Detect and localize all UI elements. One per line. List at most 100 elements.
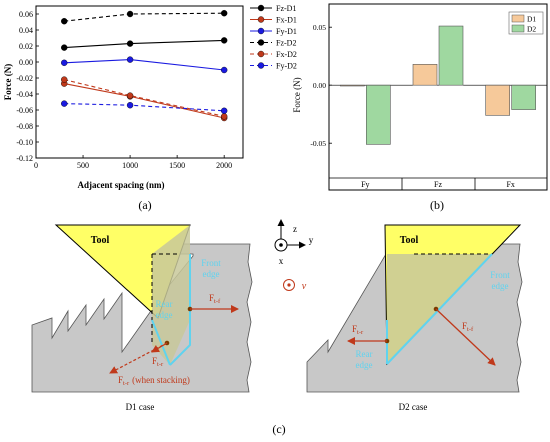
x-tick-label-a: 1000: [122, 161, 138, 170]
velocity-label: v: [302, 281, 307, 292]
panel-label-b: (b): [430, 198, 444, 212]
series-line-fx-d1: [64, 83, 225, 119]
y-tick-label-a: -0.04: [16, 90, 33, 99]
panel-label-a: (a): [138, 198, 151, 212]
series-line-fz-d1: [64, 39, 225, 49]
data-point-fz-d1: [126, 40, 134, 47]
data-point-fy-d1: [220, 66, 228, 74]
y-tick-label-b: 0.00: [313, 81, 326, 90]
coordinate-axes: z y x v: [274, 219, 314, 292]
data-point-fz-d1: [61, 44, 68, 51]
d2-force-arrow-tf: [435, 308, 496, 366]
d1-front-edge-label-1: Front: [201, 258, 221, 268]
axis-z-label: z: [293, 224, 297, 234]
series-line-fy-d2: [64, 103, 225, 112]
y-tick-label-a: -0.12: [16, 154, 33, 163]
legend-marker: [257, 39, 265, 46]
panel-label-c: (c): [272, 422, 285, 436]
legend-marker: [257, 62, 265, 69]
legend-label: Fx-D2: [276, 50, 297, 59]
d1-front-edge-label-2: edge: [203, 269, 220, 279]
d2-tool-label: Tool: [400, 235, 419, 246]
legend-marker: [257, 16, 265, 23]
data-point-fz-d2: [61, 18, 68, 25]
data-point-fy-d1: [126, 56, 134, 63]
data-point-fx-d2: [61, 76, 68, 83]
legend-label: Fy-D1: [276, 27, 297, 36]
velocity-dot: [287, 283, 291, 287]
velocity-icon: [283, 279, 295, 291]
y-tick-label-a: -0.10: [16, 138, 33, 147]
x-tick-label-a: 1500: [169, 161, 185, 170]
y-tick-label-b: -0.05: [310, 139, 326, 148]
y-tick-label-a: -0.02: [16, 74, 33, 83]
category-label: Fz: [434, 180, 442, 189]
data-point-fx-d2: [126, 92, 134, 99]
d2-rear-edge-label-1: Rear: [356, 349, 373, 359]
d1-rear-edge-label-1: Rear: [156, 299, 173, 309]
y-tick-label-b: 0.05: [313, 23, 326, 32]
d1-force-label-stacking: Ft-r (when stacking): [118, 375, 190, 387]
x-tick-label-a: 0: [34, 161, 38, 170]
d1-front-edge-line: [169, 254, 191, 366]
d1-caption: D1 case: [126, 402, 155, 412]
legend-swatch: [511, 14, 525, 23]
plot-frame-a: [35, 5, 244, 159]
d1-rear-edge-line: [151, 319, 171, 366]
line-chart-a: -0.12 -0.10 -0.08 -0.06 -0.04 -0.02 0.00 0.02 0.…: [3, 4, 297, 212]
bar-d1-fx: [485, 84, 510, 116]
x-tick-label-a: 500: [77, 161, 89, 170]
d2-front-edge-line: [386, 253, 493, 365]
bar-d1-fy: [340, 84, 365, 87]
series-line-fz-d2: [64, 12, 225, 22]
d1-case-diagram: Tool Front edge Rear edge Ft-f Ft-r Ft-r…: [31, 224, 253, 412]
d2-force-label-tr: Ft-r: [352, 324, 364, 336]
series-line-fx-d2: [64, 79, 225, 117]
bar-d2-fz: [438, 25, 464, 86]
data-point-fz-d2: [126, 10, 134, 18]
axis-x-label: x: [279, 256, 284, 266]
legend-label: Fx-D1: [276, 16, 297, 25]
d1-force-label-tr: Ft-r: [152, 356, 164, 368]
category-label: Fx: [506, 180, 514, 189]
axis-x-dot: [279, 243, 283, 247]
legend-swatch: [511, 24, 525, 33]
x-tick-label-a: 2000: [216, 161, 232, 170]
x-axis-label-a: Adjacent spacing (nm): [78, 180, 165, 190]
legend-label: D2: [527, 25, 536, 34]
y-tick-label-a: 0.02: [19, 42, 33, 51]
d1-overlap-region: [152, 225, 190, 365]
legend-label: Fz-D1: [276, 4, 296, 13]
bar-d1-fz: [412, 64, 438, 86]
d1-workpiece: [31, 243, 253, 393]
axis-y-label: y: [309, 235, 314, 245]
d1-tool-label: Tool: [91, 235, 110, 246]
series-line-fy-d1: [64, 59, 225, 71]
d2-front-edge-label-2: edge: [492, 281, 509, 291]
y-axis-label-a: Force (N): [3, 64, 13, 101]
data-point-fy-d2: [220, 107, 228, 115]
data-point-fx-d2: [220, 113, 228, 120]
data-point-fy-d1: [61, 59, 68, 66]
y-tick-label-a: 0.04: [19, 26, 33, 35]
d2-force-label-tf: Ft-f: [462, 321, 474, 333]
d1-rear-edge-label-2: edge: [156, 310, 173, 320]
legend-label: Fy-D2: [276, 62, 297, 71]
d1-force-arrow-stacking: [109, 342, 168, 374]
plot-frame-b: [328, 3, 548, 191]
bar-d2-fx: [511, 84, 536, 110]
category-label: Fy: [361, 180, 369, 189]
data-point-fy-d2: [61, 100, 68, 107]
d2-front-edge-label-1: Front: [490, 270, 510, 280]
y-axis-label-b: Force (N): [292, 77, 302, 112]
legend-marker: [257, 4, 265, 12]
d2-rear-edge-label-2: edge: [356, 360, 373, 370]
legend-label: Fz-D2: [276, 39, 296, 48]
legend-marker: [257, 27, 265, 35]
legend-a: Fz-D1 Fx-D1 Fy-D1 Fz-D2 Fx-D2 Fy-D2: [250, 4, 297, 71]
y-tick-label-a: -0.08: [16, 122, 33, 131]
legend-marker: [257, 50, 265, 58]
bar-d2-fy: [366, 84, 391, 145]
data-point-fz-d1: [220, 37, 228, 44]
